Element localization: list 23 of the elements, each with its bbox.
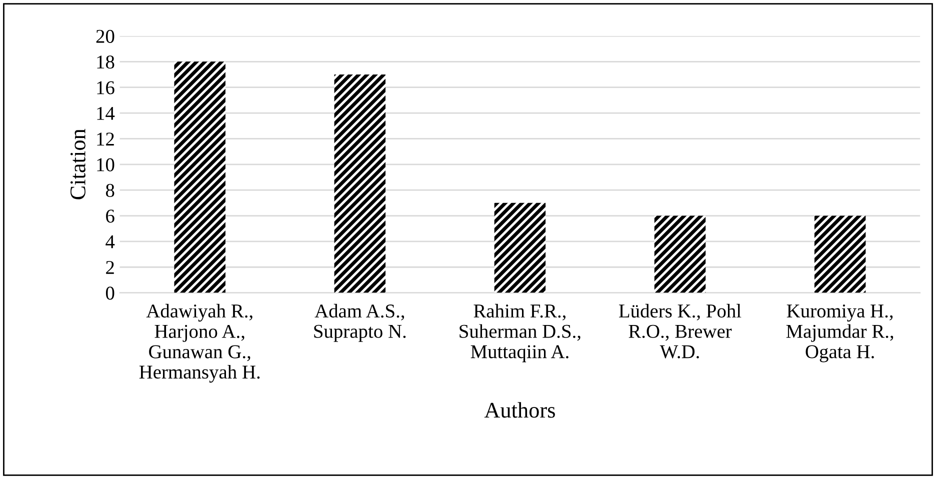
- y-axis-title: Citation: [70, 128, 86, 200]
- x-tick-label: Adam A.S., Suprapto N.: [314, 304, 406, 342]
- y-tick-label: 20: [96, 30, 114, 43]
- x-tick-label: Adawiyah R., Harjono A., Gunawan G., Hermansyah H.: [139, 304, 260, 383]
- x-tick-label: Kuromiya H., Majumdar R., Ogata H.: [786, 304, 894, 362]
- bar: [814, 216, 866, 293]
- y-tick-label: 10: [97, 158, 114, 172]
- y-tick-label: 4: [106, 235, 115, 248]
- y-tick-label: 12: [97, 132, 114, 146]
- bar: [174, 62, 226, 293]
- x-axis-title: Authors: [484, 402, 555, 418]
- y-tick-label: 6: [106, 210, 114, 223]
- y-tick-label: 2: [106, 260, 114, 274]
- y-tick-label: 16: [97, 81, 114, 94]
- x-tick-label: Rahim F.R., Suherman D.S., Muttaqiin A.: [460, 304, 580, 362]
- bar: [654, 216, 706, 293]
- y-tick-label: 14: [97, 106, 115, 120]
- y-tick-label: 0: [106, 286, 114, 300]
- y-tick-label: 18: [97, 55, 114, 69]
- x-tick-label: Lüders K., Pohl R.O., Brewer W.D.: [618, 304, 742, 358]
- bar: [334, 74, 386, 293]
- bar: [494, 202, 546, 293]
- y-tick-label: 8: [106, 184, 114, 198]
